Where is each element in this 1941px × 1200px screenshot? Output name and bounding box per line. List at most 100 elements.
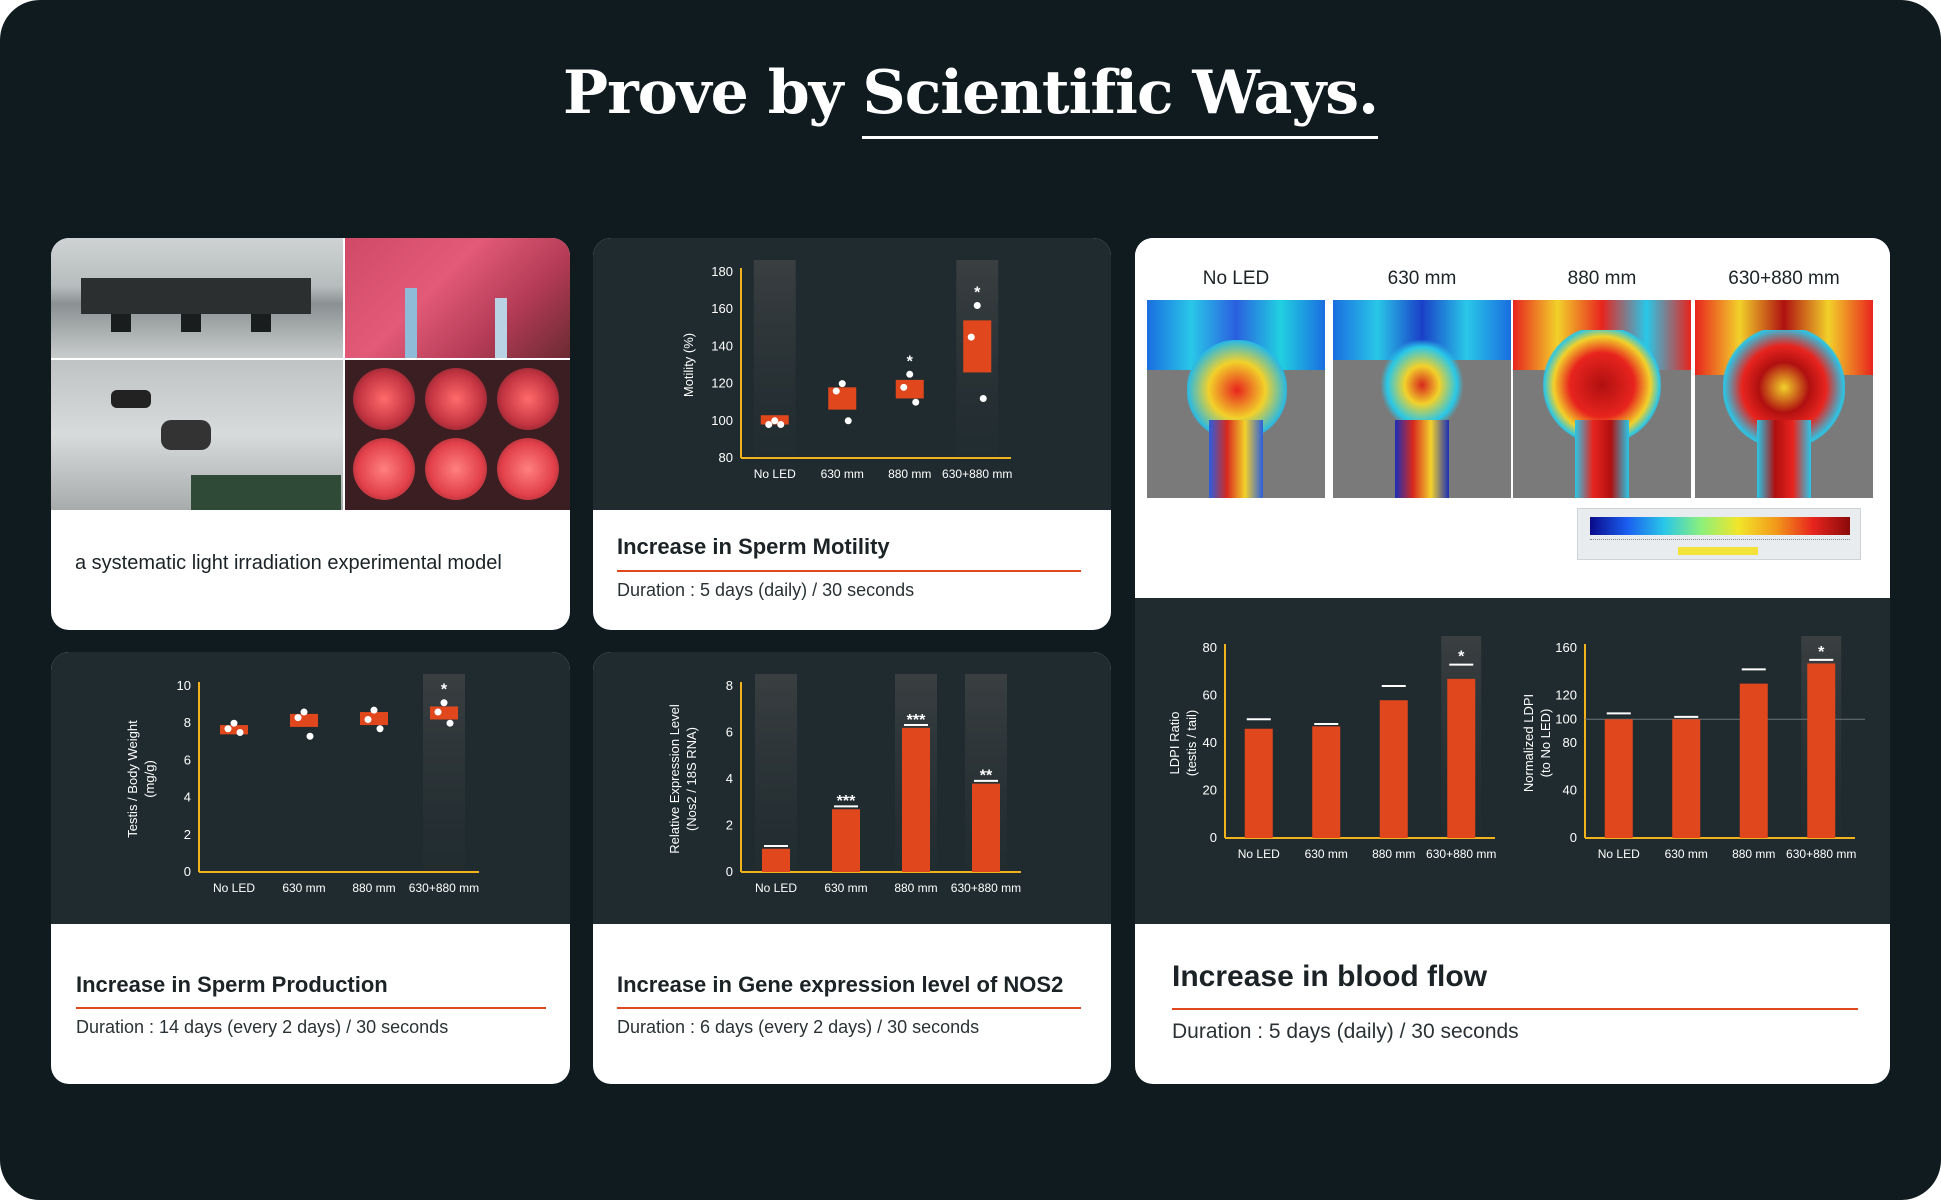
- x-tick-label: 630 mm: [1305, 847, 1348, 861]
- motility-duration: Duration : 5 days (daily) / 30 seconds: [617, 580, 915, 600]
- ldpi-image-630: [1333, 300, 1511, 498]
- data-point: [906, 370, 914, 378]
- y-axis-label: (testis / tail): [1184, 710, 1199, 776]
- data-box: [290, 713, 318, 727]
- data-point: [777, 421, 785, 429]
- data-point: [224, 725, 232, 733]
- data-bar: [1672, 719, 1701, 838]
- gene-chart: 0 2 4 6 8 No LED 630 mm 880 mm 630+880 mm Relativ…: [667, 674, 1021, 895]
- card-sperm-production: 0 2 4 6 8 10 No LED 630 mm 880 mm 630+880 mm Testi…: [51, 652, 570, 1084]
- x-tick-label: No LED: [754, 467, 796, 481]
- data-box: [895, 379, 924, 399]
- data-point: [230, 719, 238, 727]
- x-tick-label: 880 mm: [352, 881, 395, 895]
- significance-label: **: [980, 768, 993, 785]
- x-tick-label: 880 mm: [1732, 847, 1775, 861]
- significance-label: ***: [837, 793, 856, 810]
- title-plain: Prove by: [563, 58, 863, 128]
- production-divider: [76, 1007, 546, 1009]
- y-tick-label: 20: [1203, 783, 1217, 798]
- motility-chart: 80 100 120 140 160 180 No LED 630 mm 880 mm 630+8…: [681, 260, 1012, 481]
- significance-label: *: [974, 284, 981, 301]
- x-tick-label: 630+880 mm: [951, 881, 1021, 895]
- x-tick-label: No LED: [213, 881, 255, 895]
- x-tick-label: 630 mm: [821, 467, 864, 481]
- photo-led-plates: [345, 360, 570, 510]
- y-tick-label: 4: [726, 771, 733, 786]
- x-tick-label: 630 mm: [1665, 847, 1708, 861]
- bloodflow-title: Increase in blood flow: [1172, 960, 1488, 993]
- data-point: [440, 699, 448, 707]
- data-box: [430, 706, 458, 720]
- x-tick-label: 880 mm: [894, 881, 937, 895]
- data-point: [844, 417, 852, 425]
- x-tick-label: 880 mm: [1372, 847, 1415, 861]
- y-tick-label: 6: [726, 725, 733, 740]
- y-tick-label: 2: [726, 818, 733, 833]
- highlight-band: [755, 674, 797, 872]
- card-sperm-motility: 80 100 120 140 160 180 No LED 630 mm 880 mm 630+8…: [593, 238, 1111, 630]
- highlight-band: [753, 260, 796, 458]
- card-blood-flow: No LED 630 mm 880 mm 630+880 mm: [1135, 238, 1890, 1084]
- y-tick-label: 80: [1203, 640, 1217, 655]
- data-bar: [762, 848, 790, 872]
- y-axis-label: Relative Expression Level: [667, 704, 682, 854]
- production-duration: Duration : 14 days (every 2 days) / 30 s…: [76, 1017, 449, 1037]
- y-tick-label: 80: [1563, 735, 1577, 750]
- y-tick-label: 100: [1555, 711, 1577, 726]
- data-point: [370, 706, 378, 714]
- ldpi-image-880: [1513, 300, 1691, 498]
- y-tick-label: 160: [1555, 640, 1577, 655]
- y-tick-label: 60: [1203, 688, 1217, 703]
- data-bar: [1807, 663, 1836, 838]
- photo-circuit-boards: [345, 238, 570, 358]
- page-title: Prove by Scientific Ways.: [0, 58, 1941, 139]
- model-caption: a systematic light irradiation experimen…: [75, 552, 502, 574]
- experiment-photo-collage: [51, 238, 570, 510]
- data-point: [900, 383, 908, 391]
- data-point: [364, 715, 372, 723]
- y-tick-label: 100: [711, 413, 733, 428]
- data-point: [236, 729, 244, 736]
- y-tick-label: 40: [1563, 783, 1577, 798]
- y-tick-label: 40: [1203, 735, 1217, 750]
- data-bar: [832, 809, 860, 872]
- data-point: [838, 380, 846, 388]
- x-tick-label: 630+880 mm: [1786, 847, 1856, 861]
- y-tick-label: 2: [184, 827, 191, 842]
- normalized-ldpi-chart: 0 40 80 100 120 160 No LED 630 mm 880 mm 630+880 …: [1521, 636, 1865, 861]
- significance-label: *: [1458, 649, 1465, 666]
- y-axis-label: Testis / Body Weight: [125, 720, 140, 838]
- y-tick-label: 0: [1570, 830, 1577, 845]
- x-tick-label: 630+880 mm: [942, 467, 1012, 481]
- data-point: [300, 708, 308, 716]
- data-box: [828, 387, 857, 410]
- data-bar: [1447, 678, 1476, 838]
- data-point: [912, 398, 920, 406]
- production-title: Increase in Sperm Production: [76, 972, 388, 997]
- x-tick-label: No LED: [1598, 847, 1640, 861]
- y-tick-label: 120: [1555, 688, 1577, 703]
- data-point: [979, 394, 987, 402]
- flow-label-880: 880 mm: [1567, 268, 1637, 289]
- y-tick-label: 0: [184, 864, 191, 879]
- data-point: [446, 719, 454, 727]
- ldpi-ratio-chart: 0 20 40 60 80 No LED 630 mm 880 mm 630+880 mm LDP…: [1167, 636, 1496, 861]
- motility-title: Increase in Sperm Motility: [617, 534, 890, 559]
- y-axis-label: (Nos2 / 18S RNA): [684, 727, 699, 831]
- motility-chart-panel: 80 100 120 140 160 180 No LED 630 mm 880 mm 630+8…: [593, 238, 1111, 510]
- card-experimental-model: a systematic light irradiation experimen…: [51, 238, 570, 630]
- significance-label: ***: [907, 712, 926, 729]
- blood-flow-chart-panel: 0 20 40 60 80 No LED 630 mm 880 mm 630+880 mm LDP…: [1135, 598, 1890, 924]
- production-chart: 0 2 4 6 8 10 No LED 630 mm 880 mm 630+880 mm Testi…: [125, 674, 479, 895]
- x-tick-label: 630 mm: [824, 881, 867, 895]
- card-gene-expression: 0 2 4 6 8 No LED 630 mm 880 mm 630+880 mm Relativ…: [593, 652, 1111, 1084]
- x-tick-label: No LED: [1238, 847, 1280, 861]
- flow-label-630-880: 630+880 mm: [1728, 268, 1840, 289]
- x-tick-label: 630+880 mm: [1426, 847, 1496, 861]
- data-point: [434, 708, 442, 716]
- flow-label-630: 630 mm: [1387, 268, 1457, 289]
- data-point: [973, 301, 981, 309]
- y-axis-label: LDPI Ratio: [1167, 712, 1182, 775]
